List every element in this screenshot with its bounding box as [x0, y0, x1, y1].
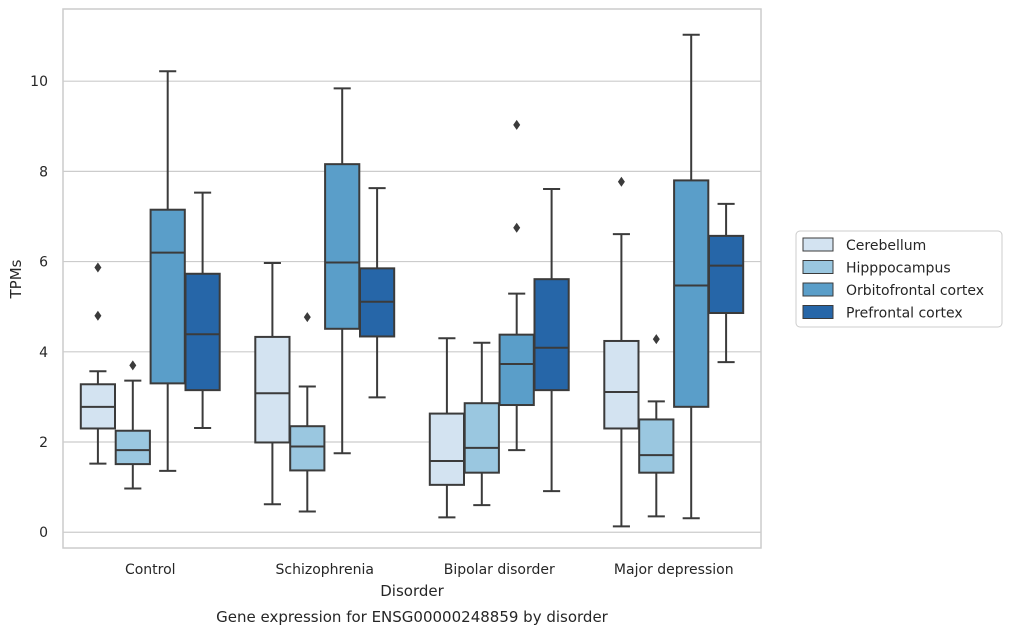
- box: [324, 163, 361, 330]
- y-tick-labels: 0 2 4 6 8 10: [30, 74, 48, 541]
- box: [638, 418, 675, 474]
- box: [428, 412, 466, 486]
- box: [603, 339, 640, 430]
- x-axis-label: Disorder: [380, 582, 444, 600]
- box: [149, 208, 186, 385]
- outlier-point: [652, 334, 660, 345]
- outlier-point: [513, 119, 521, 130]
- legend-label: Prefrontal cortex: [846, 306, 963, 322]
- outlier-point: [129, 360, 137, 371]
- series-prefrontal-cortex: [184, 187, 745, 493]
- legend-swatch: [802, 260, 834, 274]
- box: [114, 429, 151, 466]
- legend-label: Orbitofrontal cortex: [846, 283, 984, 299]
- series-hipppocampus: [114, 312, 675, 518]
- series-orbitofrontal-cortex: [149, 33, 710, 520]
- legend: Cerebellum Hipppocampus Orbitofrontal cort…: [795, 230, 1003, 328]
- y-tick-label: 8: [39, 164, 48, 180]
- box: [673, 179, 710, 408]
- box: [289, 425, 326, 472]
- box: [254, 335, 291, 444]
- y-tick-label: 0: [39, 525, 48, 541]
- plot-area-frame: [62, 8, 762, 549]
- y-tick-label: 2: [39, 435, 48, 451]
- box: [707, 234, 745, 315]
- x-tick-labels: Control Schizophrenia Bipolar disorder Majo…: [125, 562, 734, 578]
- outlier-point: [94, 310, 102, 321]
- box: [498, 333, 535, 407]
- legend-swatch: [802, 305, 834, 319]
- legend-label: Hipppocampus: [846, 261, 951, 277]
- outlier-point: [617, 176, 625, 187]
- x-tick-label: Major depression: [614, 562, 734, 578]
- x-tick-label: Control: [125, 562, 176, 578]
- y-tick-label: 10: [30, 74, 48, 90]
- x-tick-label: Bipolar disorder: [444, 562, 555, 578]
- legend-swatch: [802, 282, 834, 297]
- legend-swatch: [802, 237, 834, 252]
- outlier-point: [303, 312, 311, 323]
- x-tick-label: Schizophrenia: [276, 562, 374, 578]
- box: [533, 278, 570, 392]
- series-cerebellum: [79, 176, 640, 528]
- y-axis-label: TPMs: [7, 259, 25, 299]
- legend-frame: [795, 230, 1003, 328]
- y-tick-label: 4: [39, 345, 48, 361]
- box: [184, 272, 221, 392]
- chart-caption: Gene expression for ENSG00000248859 by d…: [216, 608, 609, 626]
- y-tick-label: 6: [39, 255, 48, 271]
- outlier-point: [513, 222, 521, 233]
- outlier-point: [94, 262, 102, 273]
- box-series: [79, 33, 745, 528]
- legend-label: Cerebellum: [846, 238, 926, 254]
- box: [463, 402, 500, 474]
